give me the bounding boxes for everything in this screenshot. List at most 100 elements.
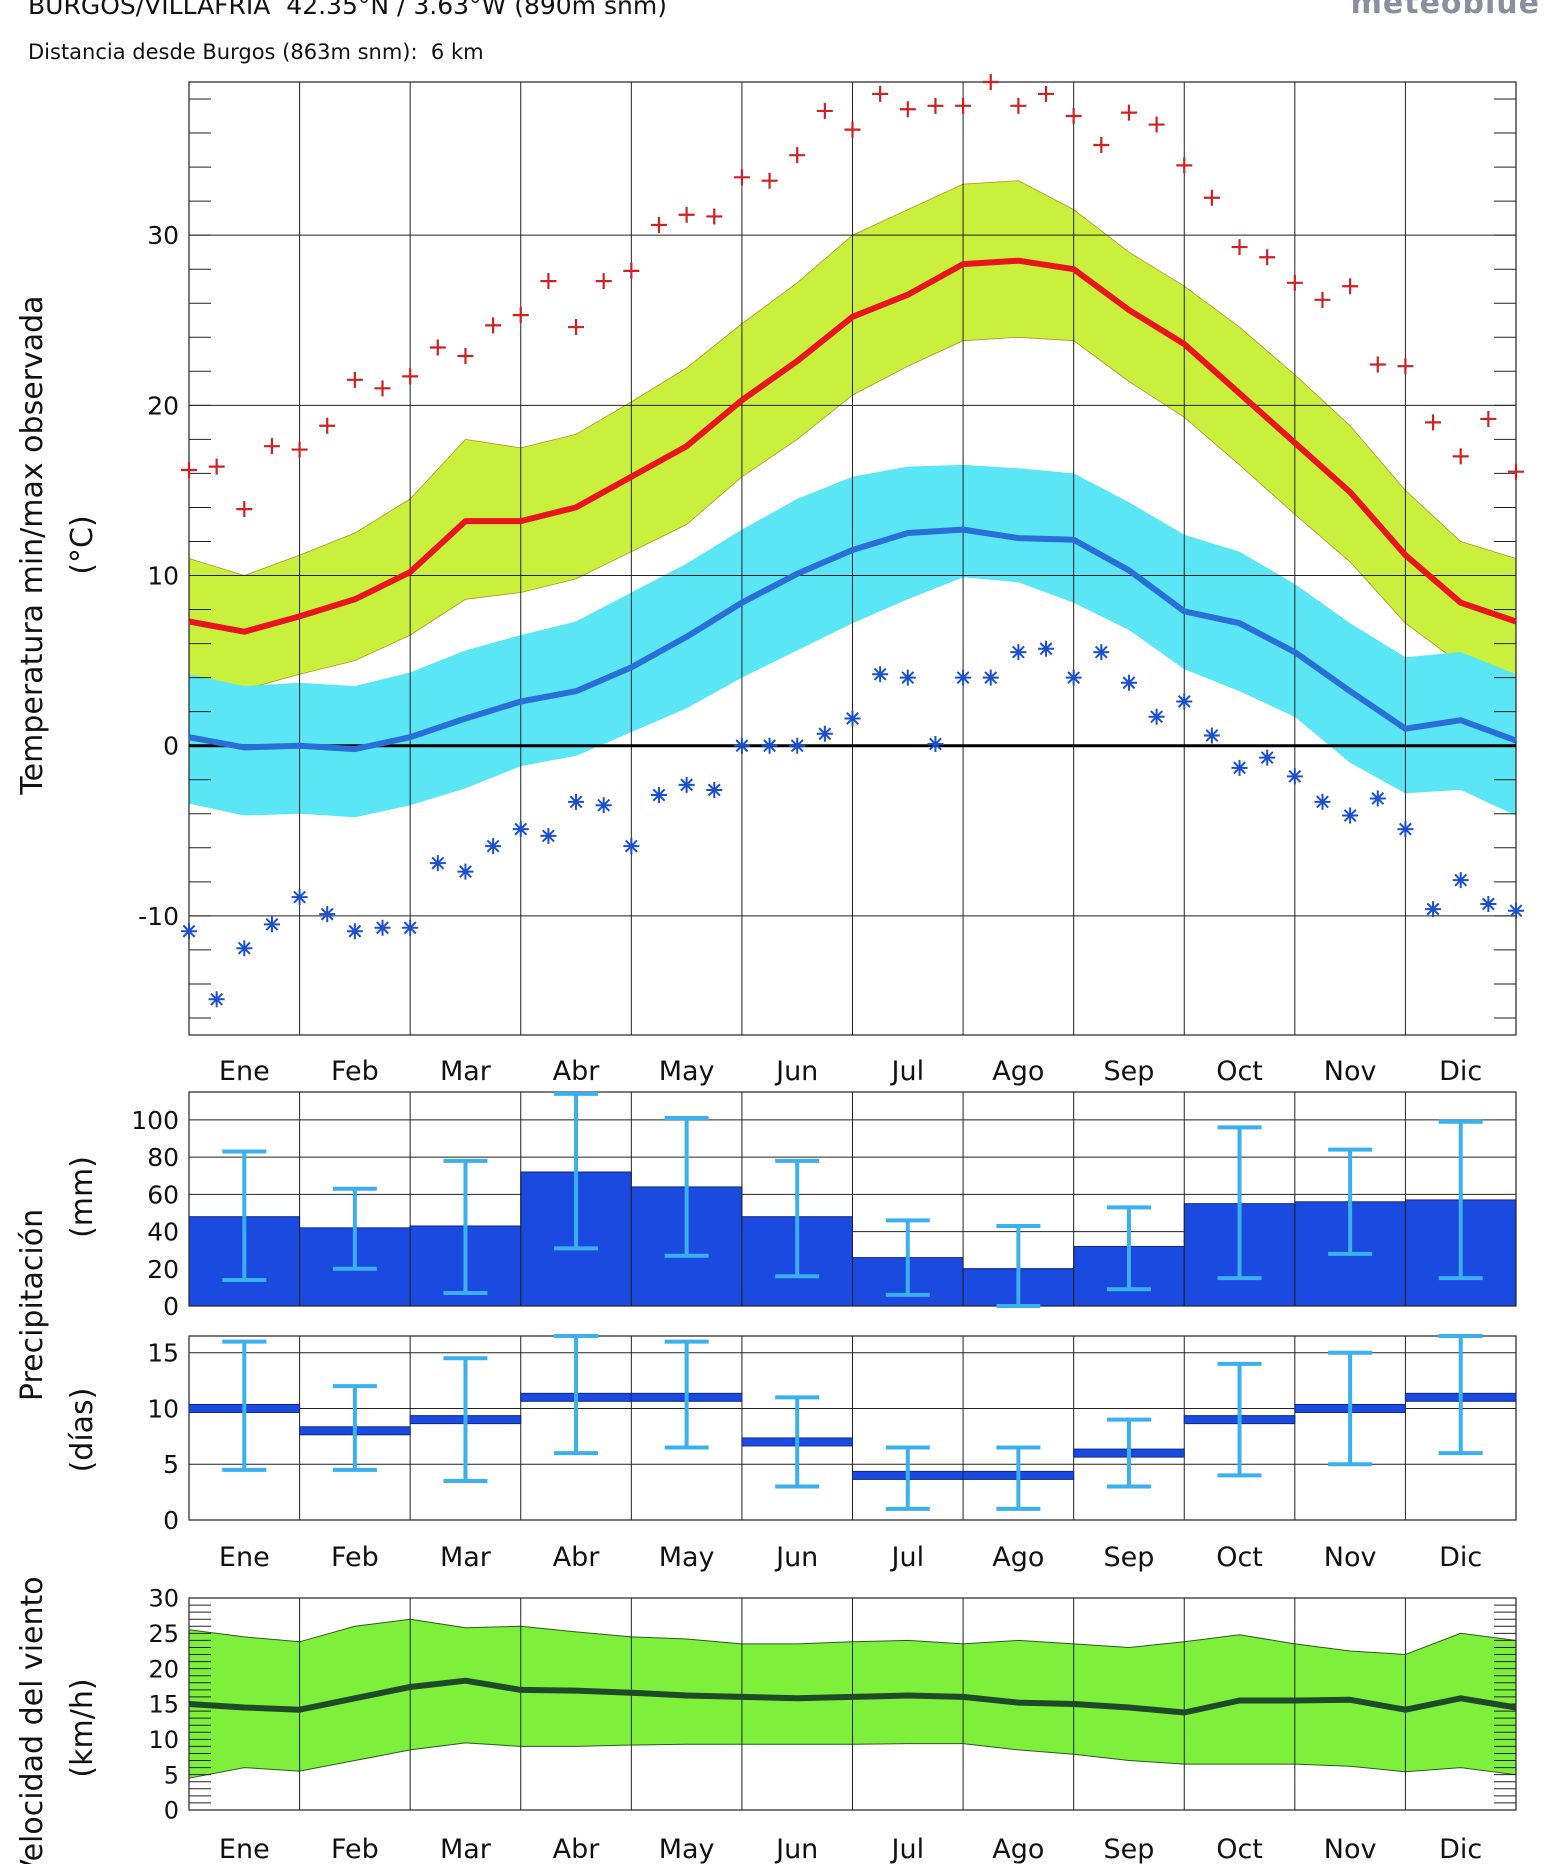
- record-min-point: [1010, 644, 1027, 661]
- record-min-point: [678, 776, 695, 793]
- record-max-point: [1342, 278, 1359, 295]
- temp-month-label: Jun: [774, 1056, 818, 1087]
- record-min-point: [816, 725, 833, 742]
- wind-month-label: Oct: [1216, 1834, 1263, 1864]
- temp-month-label: Nov: [1324, 1056, 1377, 1087]
- precip-mm-unit: (mm): [65, 1156, 100, 1238]
- record-min-point: [429, 855, 446, 872]
- record-min-point: [512, 821, 529, 838]
- record-min-point: [1065, 669, 1082, 686]
- precip-month-label: Ago: [992, 1542, 1044, 1573]
- precip-days-unit: (días): [65, 1388, 100, 1473]
- record-max-point: [927, 97, 944, 114]
- record-max-point: [1231, 239, 1248, 256]
- record-max-point: [236, 501, 253, 518]
- record-min-point: [263, 916, 280, 933]
- wind-tick-label: 5: [164, 1761, 179, 1789]
- wind-tick-label: 0: [164, 1797, 179, 1825]
- precip-mm-error-bar: [775, 1158, 820, 1279]
- record-max-point: [1010, 97, 1027, 114]
- precip-mm-error-bar: [664, 1116, 709, 1258]
- precip-days-error-bar: [332, 1384, 377, 1472]
- temp-month-label: Oct: [1216, 1056, 1263, 1087]
- record-min-point: [844, 710, 861, 727]
- record-max-point: [540, 273, 557, 290]
- precip-days-tick-label: 10: [147, 1394, 179, 1423]
- record-min-point: [374, 919, 391, 936]
- record-max-point: [789, 147, 806, 164]
- record-min-point: [761, 737, 778, 754]
- record-min-point: [346, 923, 363, 940]
- record-max-point: [1120, 104, 1137, 121]
- wind-month-label: Ago: [992, 1834, 1044, 1864]
- record-max-point: [899, 101, 916, 118]
- record-min-point: [899, 669, 916, 686]
- precip-mm-tick-label: 20: [147, 1255, 179, 1284]
- record-max-point: [1065, 108, 1082, 125]
- precip-month-label: Sep: [1104, 1542, 1155, 1573]
- record-min-point: [1148, 708, 1165, 725]
- wind-axis-unit: (km/h): [65, 1678, 100, 1777]
- record-min-point: [402, 919, 419, 936]
- wind-mean-line: [188, 1677, 1517, 1716]
- precip-days-border: [188, 1335, 1517, 1521]
- precip-mm-error-bar: [996, 1223, 1041, 1308]
- record-max-point: [1093, 136, 1110, 153]
- record-min-point: [291, 889, 308, 906]
- wind-tick-label: 30: [148, 1585, 179, 1613]
- record-max-point: [402, 368, 419, 385]
- record-max-point: [346, 371, 363, 388]
- record-min-point: [1203, 727, 1220, 744]
- record-min-point: [733, 737, 750, 754]
- wind-month-label: Mar: [440, 1834, 492, 1864]
- record-max-point: [1369, 356, 1386, 373]
- precip-mm-frame: [188, 1091, 1517, 1307]
- wind-month-label: Abr: [553, 1834, 601, 1864]
- record-min-point: [623, 838, 640, 855]
- record-max-point: [678, 206, 695, 223]
- record-min-point: [1314, 793, 1331, 810]
- precip-mm-error-bar: [1438, 1119, 1483, 1281]
- record-max-point: [733, 169, 750, 186]
- record-max-point: [291, 441, 308, 458]
- temp-month-label: Ago: [992, 1056, 1044, 1087]
- record-max-point: [1397, 358, 1414, 375]
- precip-days-tick-label: 5: [163, 1450, 179, 1479]
- record-min-point: [1397, 821, 1414, 838]
- record-max-point: [595, 273, 612, 290]
- record-max-point: [457, 347, 474, 364]
- record-min-point: [1231, 759, 1248, 776]
- precip-mm-error-bar: [554, 1091, 599, 1251]
- record-max-point: [650, 216, 667, 233]
- brand-logo: meteoblue: [1350, 0, 1540, 21]
- record-min-point: [955, 669, 972, 686]
- wind-tick-label: 25: [148, 1620, 179, 1648]
- temp-month-label: Dic: [1439, 1056, 1482, 1087]
- record-min-point: [1259, 749, 1276, 766]
- record-max-point: [263, 438, 280, 455]
- precip-month-label: Abr: [553, 1542, 601, 1573]
- precip-days-error-bar: [1106, 1417, 1151, 1489]
- record-min-point: [789, 737, 806, 754]
- record-max-point: [181, 462, 197, 479]
- precip-month-label: Mar: [440, 1542, 492, 1573]
- record-min-point: [595, 797, 612, 814]
- precip-mm-error-bar: [222, 1149, 267, 1282]
- record-min-point: [706, 781, 723, 798]
- precip-month-label: Dic: [1439, 1542, 1482, 1573]
- record-min-point: [927, 735, 944, 752]
- record-max-point: [872, 85, 889, 102]
- record-max-point: [982, 74, 999, 90]
- wind-month-label: Ene: [219, 1834, 270, 1864]
- record-max-point: [429, 339, 446, 356]
- precip-mm-border: [188, 1091, 1517, 1307]
- record-min-point: [1480, 895, 1497, 912]
- record-min-point: [568, 793, 585, 810]
- precip-days-error-bar: [996, 1445, 1041, 1511]
- max-temp-line: [188, 257, 1517, 635]
- record-min-point: [236, 940, 253, 957]
- wind-month-label: Feb: [331, 1834, 379, 1864]
- record-min-point: [540, 827, 557, 844]
- record-min-point: [485, 838, 502, 855]
